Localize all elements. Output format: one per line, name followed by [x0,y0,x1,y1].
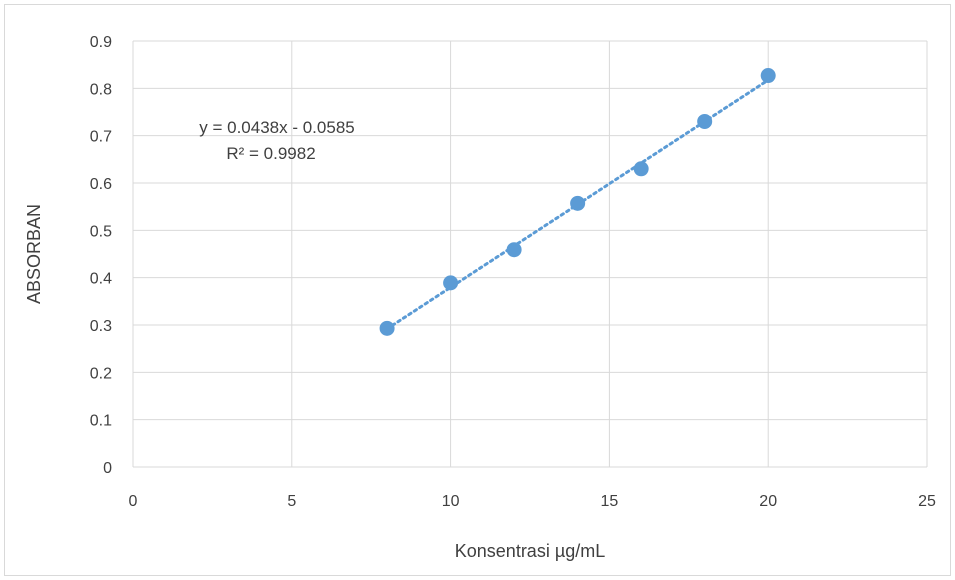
r-squared-label: R² = 0.9982 [226,144,315,163]
y-tick-label: 0.1 [90,413,112,430]
x-tick-labels: 0 5 10 15 20 25 [129,493,936,510]
x-tick-label: 25 [918,493,936,510]
y-tick-label: 0.3 [90,318,112,335]
y-tick-label: 0.5 [90,223,112,240]
data-point [443,275,459,291]
y-tick-label: 0.7 [90,129,112,146]
gridlines [132,40,928,468]
y-tick-label: 0.4 [90,271,112,288]
x-tick-label: 20 [759,493,777,510]
x-tick-label: 5 [287,493,296,510]
y-axis-title: ABSORBAN [24,204,44,304]
x-axis-title: Konsentrasi µg/mL [455,541,605,561]
data-point [760,68,776,84]
data-point [633,161,649,177]
chart-frame [4,4,951,576]
y-tick-labels: 0 0.1 0.2 0.3 0.4 0.5 0.6 0.7 0.8 0.9 [90,34,112,477]
x-tick-label: 10 [442,493,460,510]
data-point [506,242,522,258]
y-tick-label: 0.2 [90,365,112,382]
data-point [379,320,395,336]
data-point [697,113,713,129]
trendline-equation: y = 0.0438x - 0.0585 [199,118,354,137]
y-tick-label: 0 [103,460,112,477]
x-tick-label: 15 [601,493,619,510]
y-tick-label: 0.8 [90,81,112,98]
data-points [379,68,776,336]
y-tick-label: 0.6 [90,176,112,193]
data-point [570,195,586,211]
x-tick-label: 0 [129,493,138,510]
y-tick-label: 0.9 [90,34,112,51]
